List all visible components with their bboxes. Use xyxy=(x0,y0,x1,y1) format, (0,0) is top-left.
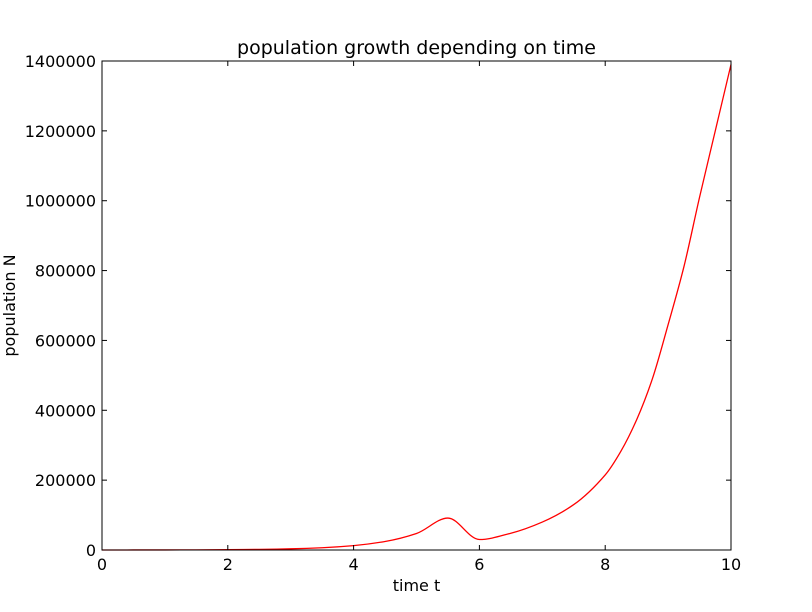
y-tick-label: 400000 xyxy=(35,401,96,420)
y-tick-label: 200000 xyxy=(35,471,96,490)
series-line xyxy=(101,64,732,551)
y-tick-label: 1200000 xyxy=(25,122,96,141)
plot-area xyxy=(101,64,732,551)
y-tick-label: 600000 xyxy=(35,331,96,350)
x-axis-title: time t xyxy=(393,576,441,595)
x-tick-label: 0 xyxy=(97,555,107,574)
y-axis-title: population N xyxy=(0,254,19,356)
x-tick-label: 8 xyxy=(600,555,610,574)
x-tick-label: 2 xyxy=(223,555,233,574)
y-tick-label: 0 xyxy=(86,541,96,560)
x-tick-label: 4 xyxy=(349,555,359,574)
plot-frame xyxy=(101,60,732,551)
y-tick-label: 800000 xyxy=(35,262,96,281)
y-tick-label: 1000000 xyxy=(25,192,96,211)
axis-ticks: 0 2 4 6 8 10 0 200000 400000 600000 800000 1000000 1… xyxy=(25,52,741,574)
x-tick-label: 10 xyxy=(721,555,741,574)
x-tick-label: 6 xyxy=(474,555,484,574)
chart-title: population growth depending on time xyxy=(237,37,596,59)
y-tick-label: 1400000 xyxy=(25,52,96,71)
